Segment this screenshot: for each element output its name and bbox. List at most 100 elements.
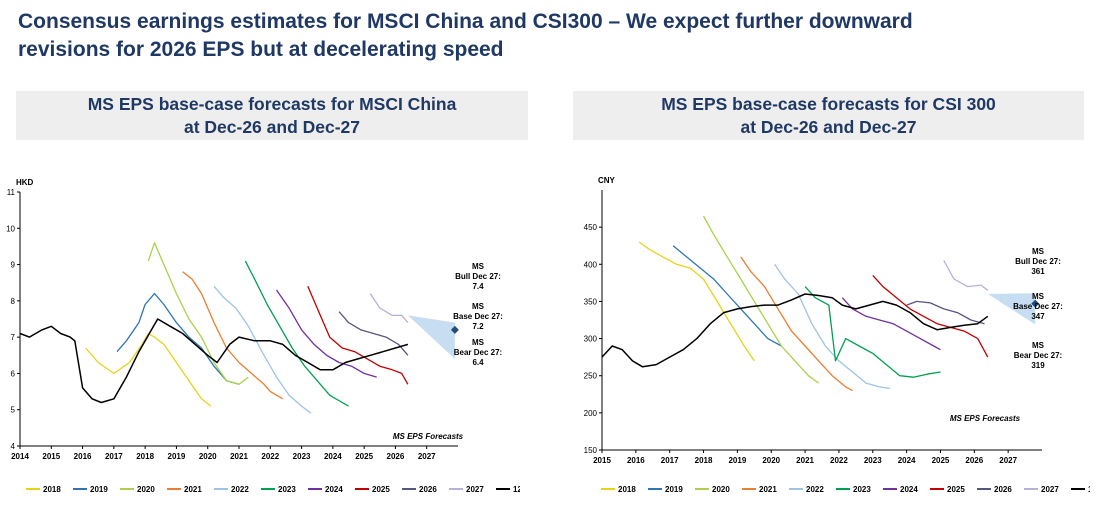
x-tick-label: 2025 [932,456,950,465]
base-forecast-marker [1031,299,1040,308]
y-tick-label: 6 [11,369,16,378]
main-title-line2: revisions for 2026 EPS but at decelerati… [18,38,504,61]
legend-label: 2023 [853,485,871,494]
annotation-bear: 6.4 [472,358,484,367]
series-line-12m-fwd [19,318,409,404]
main-title: Consensus earnings estimates for MSCI Ch… [18,8,1078,64]
right-panel-title-line1: MS EPS base-case forecasts for CSI 300 [661,94,996,114]
legend-label: 12m fwd [1088,485,1090,494]
annotation-forecast: MS EPS Forecasts [393,432,464,441]
series-line-2022 [774,263,890,389]
legend-label: 2022 [231,485,249,494]
annotation-bull: MS [1032,247,1045,256]
legend-label: 2024 [325,485,343,494]
msci-china-chart: HKD 4 5 6 7 8 9 10 11 2014 2015 2016 2017 2018 2019 202… [6,178,520,494]
annotation-base: 347 [1031,312,1045,321]
x-tick-label: 2022 [261,452,279,461]
left-panel-title: MS EPS base-case forecasts for MSCI Chin… [16,91,528,140]
x-tick-label: 2019 [728,456,746,465]
legend-label: 2027 [1041,485,1059,494]
y-tick-label: 7 [11,333,16,342]
y-tick-label: 200 [584,409,598,418]
series-line-2019 [116,292,240,385]
x-tick-label: 2027 [418,452,436,461]
series-line-2023 [244,260,349,407]
left-panel-title-line1: MS EPS base-case forecasts for MSCI Chin… [87,94,457,114]
x-tick-label: 2018 [695,456,713,465]
series-line-2024 [275,289,377,378]
series-line-12m-fwd [601,293,989,368]
x-tick-label: 2016 [627,456,645,465]
annotation-bull: Bull Dec 27: [1015,257,1061,266]
x-tick-label: 2024 [898,456,916,465]
series-line-2018 [85,332,212,407]
x-tick-label: 2014 [11,452,29,461]
legend-label: 2026 [419,485,437,494]
y-unit-label: HKD [16,178,34,187]
legend-label: 2019 [665,485,683,494]
x-tick-label: 2015 [42,452,60,461]
series-line-2018 [638,241,755,362]
annotation-bull: MS [472,262,485,271]
series-line-2026 [338,311,409,356]
annotation-bear: Bear Dec 27: [1014,351,1062,360]
y-tick-label: 350 [584,297,598,306]
x-tick-label: 2022 [830,456,848,465]
annotation-bull: 7.4 [472,282,484,291]
x-tick-label: 2017 [105,452,123,461]
y-tick-label: 250 [584,372,598,381]
series-line-2024 [841,297,941,351]
y-tick-label: 150 [584,446,598,455]
y-tick-label: 450 [584,223,598,232]
legend-label: 2021 [759,485,777,494]
annotation-bull: 361 [1031,267,1045,276]
series-line-2020 [147,242,249,385]
x-tick-label: 2020 [762,456,780,465]
left-panel-title-line2: at Dec-26 and Dec-27 [183,117,361,137]
x-tick-label: 2025 [355,452,373,461]
series-line-2027 [369,293,409,324]
annotation-bear: MS [472,338,485,347]
annotation-bear: Bear Dec 27: [454,348,502,357]
y-unit-label: CNY [598,176,616,185]
series-line-2026 [906,300,985,325]
x-tick-label: 2020 [199,452,217,461]
right-panel-title: MS EPS base-case forecasts for CSI 300 a… [573,91,1084,140]
y-tick-label: 8 [11,297,16,306]
legend-label: 2018 [618,485,636,494]
series-line-2023 [804,286,941,378]
forecast-cone [407,315,455,359]
legend-label: 2019 [90,485,108,494]
x-tick-label: 2023 [293,452,311,461]
series-line-2020 [702,215,819,384]
legend-label: 2020 [712,485,730,494]
annotation-base: MS [1032,292,1045,301]
annotation-base: MS [472,302,485,311]
csi300-chart: CNY 150 200 250 300 350 400 450 2015 2016 2017 2018… [584,176,1090,494]
legend-label: 2020 [137,485,155,494]
x-tick-label: 2018 [136,452,154,461]
x-tick-label: 2026 [387,452,405,461]
legend-label: 2027 [466,485,484,494]
x-tick-label: 2017 [661,456,679,465]
legend-label: 12m fwd [513,485,520,494]
x-tick-label: 2027 [999,456,1017,465]
legend-label: 2024 [900,485,918,494]
y-tick-label: 400 [584,260,598,269]
legend-label: 2025 [372,485,390,494]
y-tick-label: 11 [7,188,16,197]
legend-label: 2021 [184,485,202,494]
x-tick-label: 2021 [796,456,814,465]
y-tick-label: 9 [11,261,16,270]
x-tick-label: 2019 [168,452,186,461]
annotation-bear: MS [1032,341,1045,350]
series-line-2021 [182,271,284,400]
series-line-2025 [872,274,989,358]
legend-label: 2022 [806,485,824,494]
annotation-base: Base Dec 27: [453,312,503,321]
series-line-2019 [672,245,782,347]
annotation-bear: 319 [1031,361,1045,370]
forecast-cone [987,293,1036,325]
annotation-forecast: MS EPS Forecasts [950,414,1021,423]
right-panel-title-line2: at Dec-26 and Dec-27 [740,117,917,137]
